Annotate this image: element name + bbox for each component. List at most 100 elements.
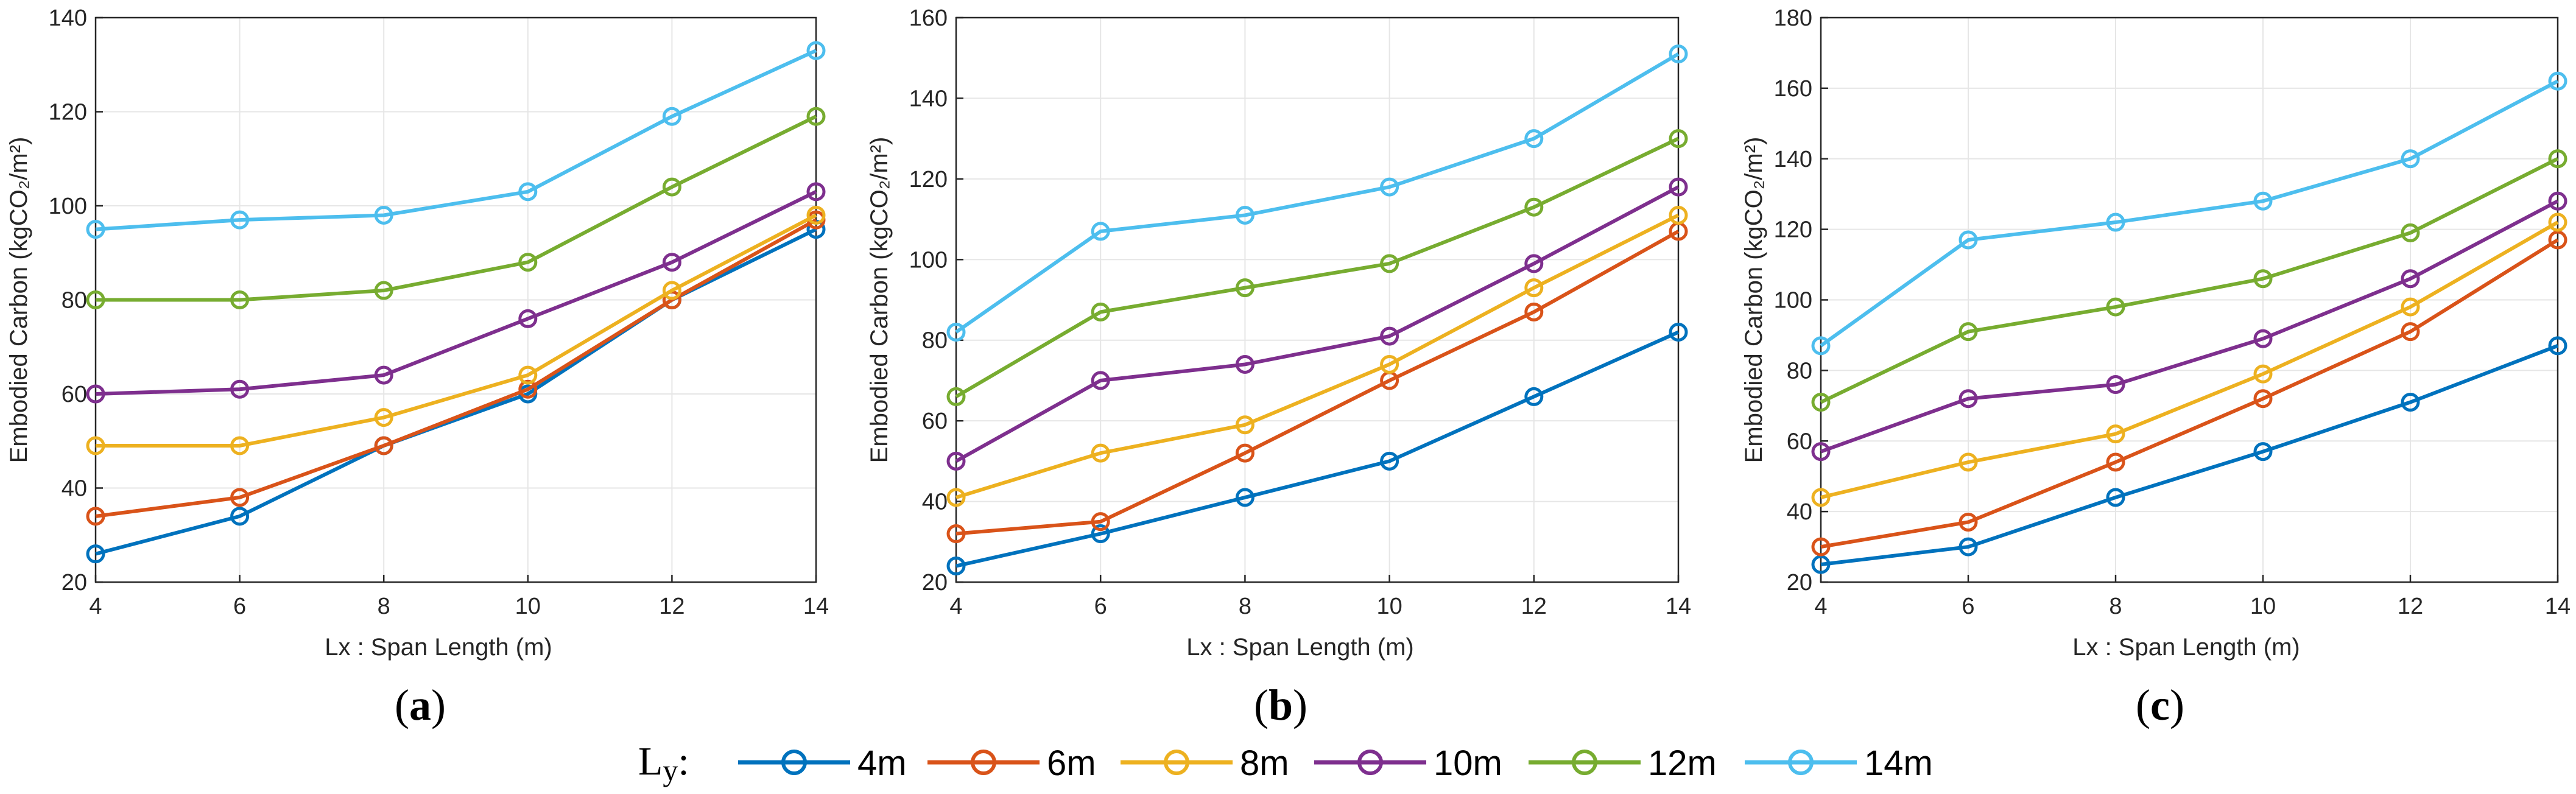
data-point (1380, 326, 1399, 346)
x-axis-label: Lx : Span Length (m) (2072, 634, 2300, 661)
legend: Ly: 4m 6m 8m 10m 12m 14m (638, 739, 1933, 787)
chart-panel-b: 4 6 8 10 12 14 20 40 60 80 100 120 140 160 Lx : Span L… (866, 5, 1691, 729)
series-8m (946, 205, 1688, 507)
data-point (374, 205, 393, 225)
y-tick-label: 60 (922, 409, 948, 434)
chart-panel-a: 4 6 8 10 12 14 20 40 60 80 100 120 140 Lx : Span Leng… (5, 5, 829, 729)
y-tick-label: 40 (922, 490, 948, 515)
y-axis-label: Embodied Carbon (kgCO₂/m²) (866, 137, 893, 463)
data-point (1380, 254, 1399, 273)
y-tick-label: 180 (1774, 5, 1812, 31)
data-point (518, 253, 538, 272)
data-point (662, 281, 681, 300)
series-6m (1811, 230, 2567, 557)
series-14m (86, 41, 826, 239)
data-point (1235, 443, 1255, 463)
series-12m (86, 107, 826, 309)
y-tick-label: 60 (62, 382, 87, 407)
panel-label-open: ( (1254, 681, 1269, 729)
data-point (946, 322, 966, 342)
x-tick-label: 4 (89, 594, 102, 619)
data-point (2401, 322, 2420, 342)
panel-label-letter: b (1269, 681, 1293, 729)
data-point (518, 309, 538, 328)
series-line (1820, 220, 2559, 499)
data-point (1524, 278, 1544, 298)
y-tick-label: 140 (49, 5, 87, 31)
legend-label: 6m (1047, 743, 1096, 783)
data-point (1524, 129, 1544, 149)
series-line (1820, 344, 2559, 567)
data-point (806, 107, 826, 126)
x-tick-label: 12 (1521, 594, 1547, 619)
legend-title-sub: y (663, 753, 678, 787)
series-line (95, 49, 817, 231)
data-point (1235, 488, 1255, 507)
y-tick-label: 80 (62, 288, 87, 314)
data-point (946, 387, 966, 406)
legend-title-suffix: : (678, 739, 689, 784)
data-point (1091, 222, 1110, 241)
series-14m (946, 44, 1688, 342)
series-line (955, 52, 1680, 334)
panel-label-letter: c (2150, 681, 2170, 729)
legend-swatch-marker (1357, 750, 1383, 775)
data-point (230, 210, 250, 230)
data-point (230, 290, 250, 309)
legend-entry-8m: 8m (1121, 743, 1289, 783)
legend-title-main: L (638, 739, 663, 784)
panel-label-close: ) (2170, 681, 2184, 729)
panels: 4 6 8 10 12 14 20 40 60 80 100 120 140 Lx : Span Leng… (5, 5, 2571, 729)
y-tick-label: 140 (1774, 147, 1812, 172)
data-point (1380, 177, 1399, 197)
series-line (955, 213, 1680, 499)
data-point (1235, 415, 1255, 435)
data-point (86, 220, 105, 239)
data-point (2253, 442, 2273, 462)
data-point (2253, 364, 2273, 384)
data-point (1524, 302, 1544, 321)
data-point (946, 488, 966, 507)
legend-entry-4m: 4m (738, 743, 907, 783)
data-point (1091, 302, 1110, 321)
data-point (230, 488, 250, 507)
data-point (2253, 389, 2273, 409)
y-tick-label: 20 (62, 570, 87, 596)
data-point (2401, 269, 2420, 289)
series-8m (1811, 213, 2567, 507)
legend-label: 4m (857, 743, 907, 783)
data-point (1811, 393, 1831, 412)
legend-title: Ly: (638, 739, 689, 787)
series-4m (946, 322, 1688, 576)
data-point (1811, 555, 1831, 574)
legend-label: 10m (1434, 743, 1502, 783)
data-point (86, 290, 105, 309)
y-tick-label: 120 (909, 167, 948, 192)
data-point (2106, 424, 2125, 444)
data-point (1669, 177, 1688, 197)
data-point (1669, 129, 1688, 149)
data-point (2548, 336, 2567, 356)
x-tick-label: 4 (1814, 594, 1827, 619)
data-point (1958, 322, 1978, 342)
y-tick-label: 20 (922, 570, 948, 596)
series-10m (1811, 191, 2567, 462)
data-point (1958, 513, 1978, 532)
data-point (1811, 442, 1831, 462)
data-point (2548, 149, 2567, 169)
data-point (2401, 297, 2420, 317)
data-point (1669, 322, 1688, 342)
x-tick-label: 12 (659, 594, 684, 619)
series-10m (946, 177, 1688, 471)
data-point (1380, 354, 1399, 374)
series-4m (1811, 336, 2567, 574)
x-axis-label: Lx : Span Length (m) (1186, 634, 1414, 661)
data-point (806, 41, 826, 60)
axes-box (955, 16, 1680, 583)
x-tick-label: 8 (378, 594, 390, 619)
legend-swatch-marker (1164, 750, 1189, 775)
x-tick-label: 8 (2109, 594, 2122, 619)
data-point (662, 253, 681, 272)
